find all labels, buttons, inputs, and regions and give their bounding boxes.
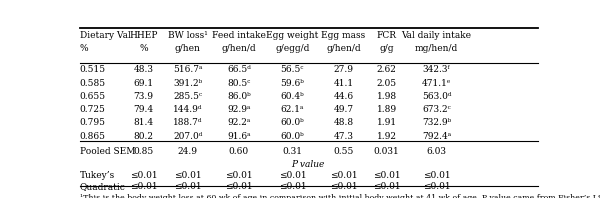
Text: ≤0.01: ≤0.01 [130, 171, 157, 180]
Text: Val daily intake: Val daily intake [401, 31, 472, 40]
Text: 0.55: 0.55 [334, 147, 354, 156]
Text: 6.03: 6.03 [427, 147, 446, 156]
Text: 60.4ᵇ: 60.4ᵇ [281, 92, 304, 101]
Text: %: % [139, 44, 148, 53]
Text: 0.585: 0.585 [80, 79, 106, 88]
Text: 86.0ᵇ: 86.0ᵇ [227, 92, 251, 101]
Text: ≤0.01: ≤0.01 [423, 182, 451, 191]
Text: 0.60: 0.60 [229, 147, 249, 156]
Text: %: % [80, 44, 88, 53]
Text: 732.9ᵇ: 732.9ᵇ [422, 118, 451, 128]
Text: 80.5ᶜ: 80.5ᶜ [227, 79, 251, 88]
Text: g/hen/d: g/hen/d [326, 44, 361, 53]
Text: Feed intake: Feed intake [212, 31, 266, 40]
Text: ¹This is the body weight loss at 60 wk of age in comparison with initial body we: ¹This is the body weight loss at 60 wk o… [80, 194, 600, 198]
Text: Tukey’s: Tukey’s [80, 171, 115, 180]
Text: 81.4: 81.4 [134, 118, 154, 128]
Text: HHEP: HHEP [130, 31, 158, 40]
Text: ≤0.01: ≤0.01 [373, 182, 400, 191]
Text: ≤0.01: ≤0.01 [174, 182, 202, 191]
Text: 563.0ᵈ: 563.0ᵈ [422, 92, 451, 101]
Text: 516.7ᵃ: 516.7ᵃ [173, 65, 203, 74]
Text: 91.6ᵃ: 91.6ᵃ [227, 132, 251, 141]
Text: Pooled SEM: Pooled SEM [80, 147, 135, 156]
Text: 0.725: 0.725 [80, 105, 106, 114]
Text: ≤0.01: ≤0.01 [373, 171, 400, 180]
Text: g/egg/d: g/egg/d [275, 44, 310, 53]
Text: 56.5ᶜ: 56.5ᶜ [281, 65, 304, 74]
Text: 60.0ᵇ: 60.0ᵇ [281, 132, 304, 141]
Text: 0.795: 0.795 [80, 118, 106, 128]
Text: 48.8: 48.8 [334, 118, 353, 128]
Text: 60.0ᵇ: 60.0ᵇ [281, 118, 304, 128]
Text: 73.9: 73.9 [134, 92, 154, 101]
Text: 0.31: 0.31 [283, 147, 302, 156]
Text: Dietary Val: Dietary Val [80, 31, 130, 40]
Text: g/hen: g/hen [175, 44, 200, 53]
Text: 0.655: 0.655 [80, 92, 106, 101]
Text: 342.3ᶠ: 342.3ᶠ [423, 65, 450, 74]
Text: 80.2: 80.2 [134, 132, 154, 141]
Text: Quadratic: Quadratic [80, 182, 125, 191]
Text: g/g: g/g [379, 44, 394, 53]
Text: ≤0.01: ≤0.01 [225, 171, 253, 180]
Text: Egg mass: Egg mass [322, 31, 365, 40]
Text: Egg weight: Egg weight [266, 31, 319, 40]
Text: 59.6ᵇ: 59.6ᵇ [280, 79, 304, 88]
Text: 44.6: 44.6 [334, 92, 353, 101]
Text: 2.62: 2.62 [377, 65, 397, 74]
Text: ≤0.01: ≤0.01 [423, 171, 451, 180]
Text: 69.1: 69.1 [134, 79, 154, 88]
Text: g/hen/d: g/hen/d [221, 44, 256, 53]
Text: 62.1ᵃ: 62.1ᵃ [281, 105, 304, 114]
Text: 144.9ᵈ: 144.9ᵈ [173, 105, 203, 114]
Text: 207.0ᵈ: 207.0ᵈ [173, 132, 202, 141]
Text: 0.85: 0.85 [133, 147, 154, 156]
Text: BW loss¹: BW loss¹ [168, 31, 208, 40]
Text: 48.3: 48.3 [134, 65, 154, 74]
Text: FCR: FCR [377, 31, 397, 40]
Text: 792.4ᵃ: 792.4ᵃ [422, 132, 451, 141]
Text: ≤0.01: ≤0.01 [330, 171, 358, 180]
Text: 0.031: 0.031 [374, 147, 400, 156]
Text: 285.5ᶜ: 285.5ᶜ [173, 92, 202, 101]
Text: 1.98: 1.98 [376, 92, 397, 101]
Text: 0.515: 0.515 [80, 65, 106, 74]
Text: 188.7ᵈ: 188.7ᵈ [173, 118, 203, 128]
Text: 391.2ᵇ: 391.2ᵇ [173, 79, 202, 88]
Text: 24.9: 24.9 [178, 147, 198, 156]
Text: 0.865: 0.865 [80, 132, 106, 141]
Text: 92.9ᵃ: 92.9ᵃ [227, 105, 251, 114]
Text: 1.89: 1.89 [376, 105, 397, 114]
Text: 1.92: 1.92 [377, 132, 397, 141]
Text: 79.4: 79.4 [134, 105, 154, 114]
Text: mg/hen/d: mg/hen/d [415, 44, 458, 53]
Text: 66.5ᵈ: 66.5ᵈ [227, 65, 251, 74]
Text: ≤0.01: ≤0.01 [278, 171, 306, 180]
Text: 2.05: 2.05 [376, 79, 397, 88]
Text: 49.7: 49.7 [334, 105, 353, 114]
Text: 92.2ᵃ: 92.2ᵃ [227, 118, 251, 128]
Text: 41.1: 41.1 [334, 79, 353, 88]
Text: ≤0.01: ≤0.01 [130, 182, 157, 191]
Text: ≤0.01: ≤0.01 [278, 182, 306, 191]
Text: P value: P value [291, 160, 324, 169]
Text: ≤0.01: ≤0.01 [225, 182, 253, 191]
Text: 27.9: 27.9 [334, 65, 353, 74]
Text: ≤0.01: ≤0.01 [330, 182, 358, 191]
Text: 1.91: 1.91 [376, 118, 397, 128]
Text: 47.3: 47.3 [334, 132, 353, 141]
Text: ≤0.01: ≤0.01 [174, 171, 202, 180]
Text: 471.1ᵉ: 471.1ᵉ [422, 79, 451, 88]
Text: 673.2ᶜ: 673.2ᶜ [422, 105, 451, 114]
